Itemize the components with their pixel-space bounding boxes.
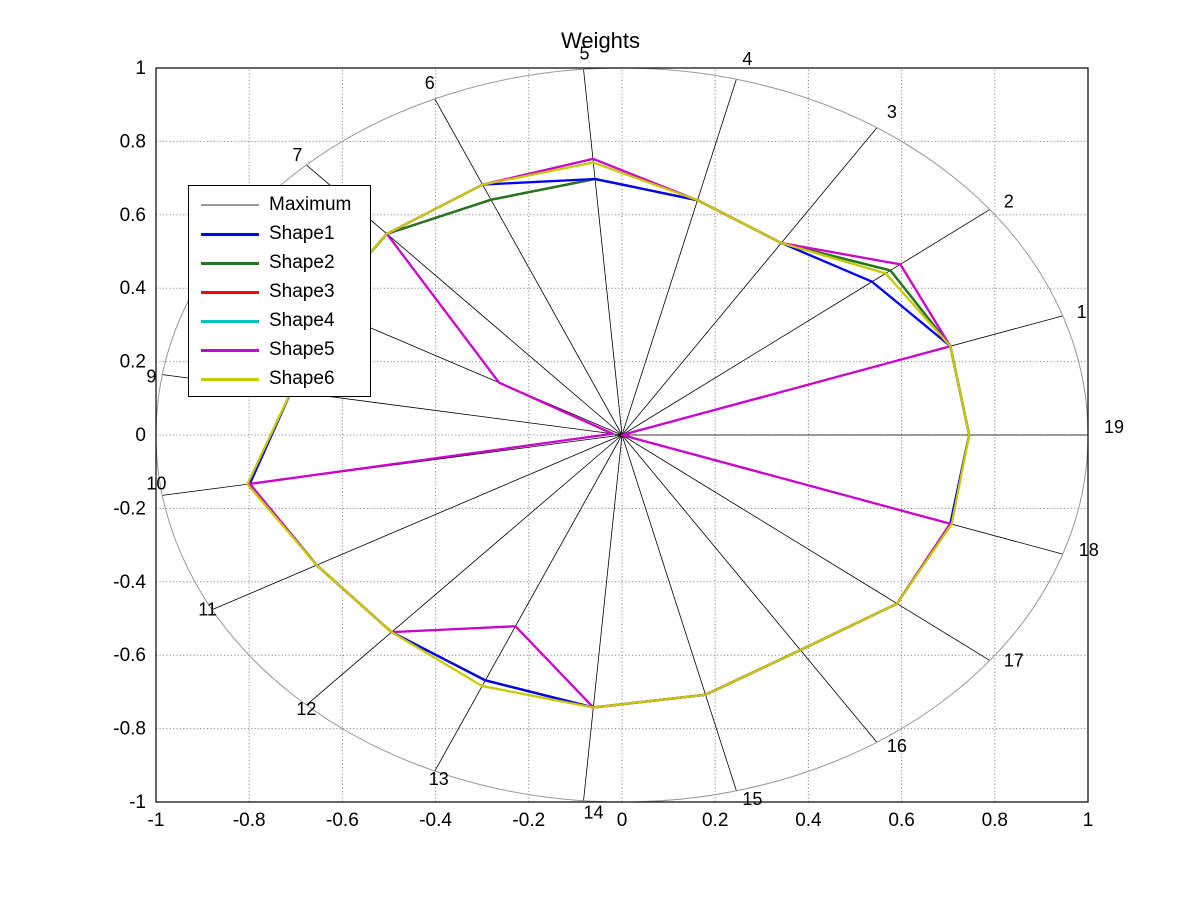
svg-text:0.2: 0.2 xyxy=(702,810,728,831)
svg-text:1: 1 xyxy=(1083,810,1094,831)
svg-text:0.6: 0.6 xyxy=(888,810,914,831)
svg-text:0: 0 xyxy=(617,810,628,831)
svg-text:11: 11 xyxy=(198,600,217,620)
svg-text:16: 16 xyxy=(887,736,907,756)
svg-text:-1: -1 xyxy=(129,792,146,813)
svg-text:1: 1 xyxy=(135,58,146,79)
svg-text:12: 12 xyxy=(296,699,316,719)
svg-text:-0.6: -0.6 xyxy=(326,810,359,831)
svg-text:-0.8: -0.8 xyxy=(233,810,266,831)
svg-text:0.4: 0.4 xyxy=(120,278,147,299)
svg-text:-0.4: -0.4 xyxy=(113,572,146,593)
svg-text:14: 14 xyxy=(584,803,604,823)
svg-text:0.8: 0.8 xyxy=(982,810,1008,831)
svg-text:9: 9 xyxy=(146,367,156,387)
svg-text:7: 7 xyxy=(292,145,302,165)
svg-text:10: 10 xyxy=(146,473,166,493)
svg-text:0.6: 0.6 xyxy=(120,205,146,226)
svg-text:0.2: 0.2 xyxy=(120,352,146,373)
svg-text:19: 19 xyxy=(1104,417,1124,437)
svg-text:17: 17 xyxy=(1004,650,1024,670)
svg-text:3: 3 xyxy=(887,102,897,122)
svg-text:-0.2: -0.2 xyxy=(512,810,545,831)
svg-text:-0.2: -0.2 xyxy=(113,498,146,519)
svg-text:2: 2 xyxy=(1004,192,1014,212)
svg-text:0.8: 0.8 xyxy=(120,131,146,152)
svg-text:0.4: 0.4 xyxy=(795,810,822,831)
svg-text:-0.8: -0.8 xyxy=(113,719,146,740)
svg-text:13: 13 xyxy=(429,769,449,789)
svg-text:0: 0 xyxy=(135,425,146,446)
svg-text:18: 18 xyxy=(1079,540,1099,560)
svg-text:1: 1 xyxy=(1077,302,1087,322)
svg-text:-0.6: -0.6 xyxy=(113,645,146,666)
svg-text:-1: -1 xyxy=(148,810,165,831)
svg-text:6: 6 xyxy=(425,73,435,93)
svg-text:15: 15 xyxy=(742,789,762,809)
svg-text:-0.4: -0.4 xyxy=(419,810,452,831)
